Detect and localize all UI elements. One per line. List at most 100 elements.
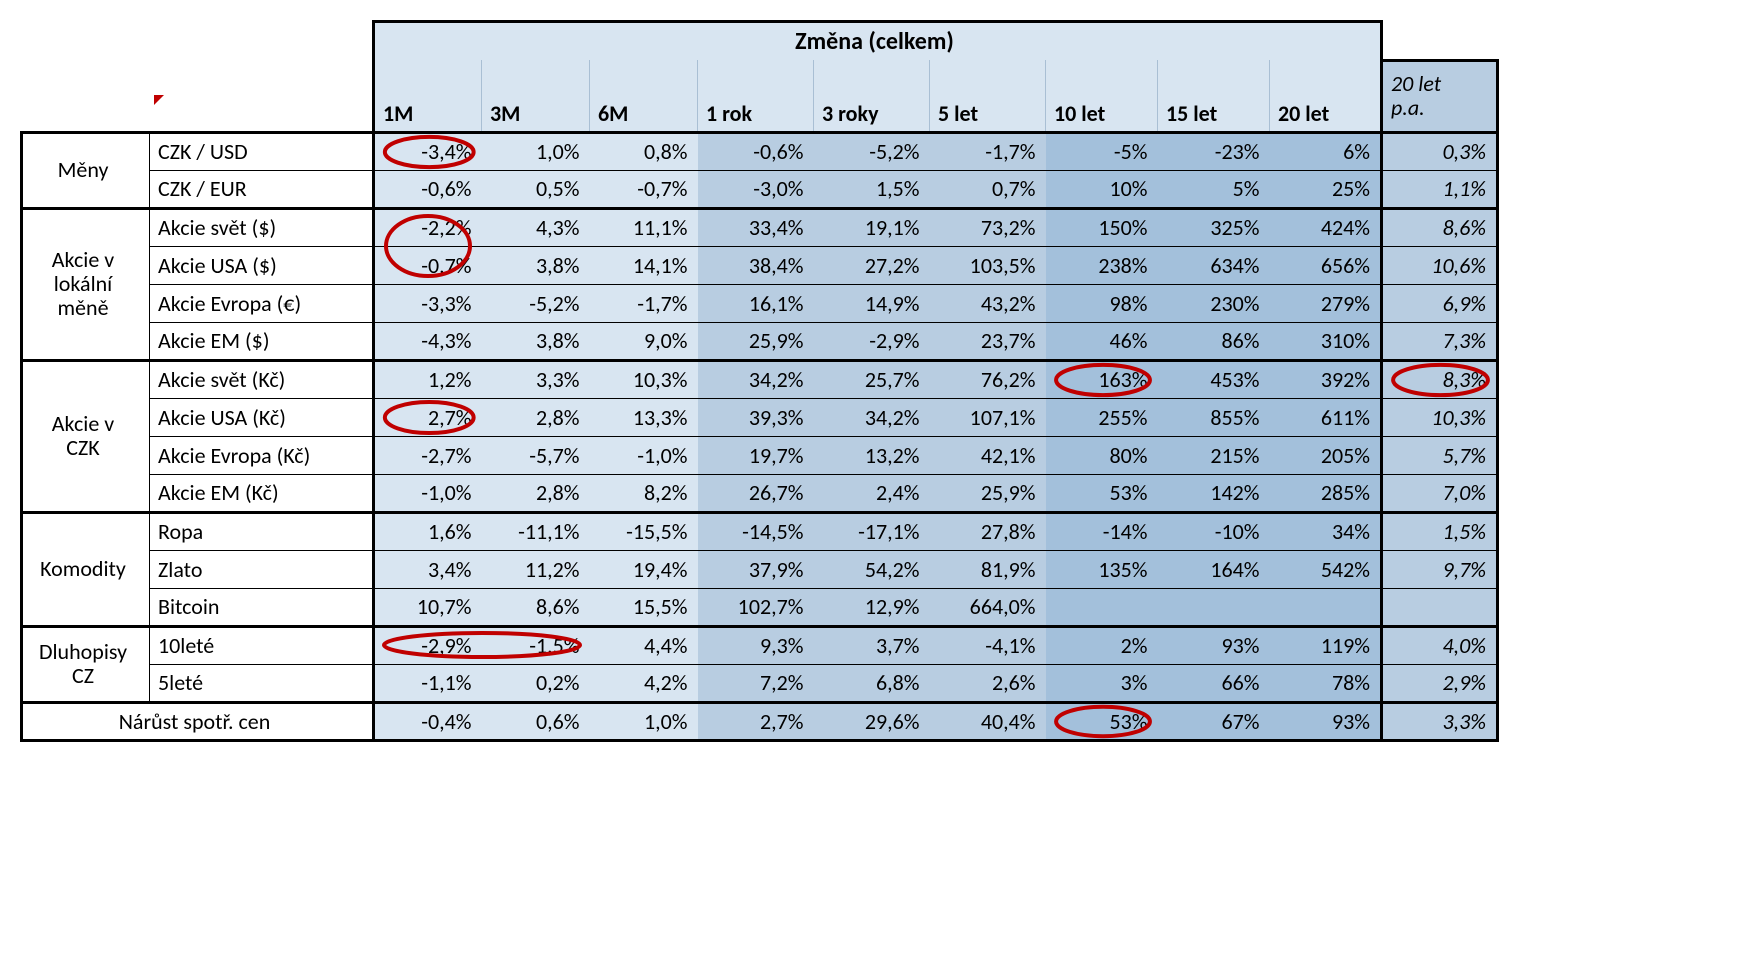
value-cell: 4,3% bbox=[482, 208, 590, 246]
category-cell: DluhopisyCZ bbox=[22, 626, 150, 702]
data-row: KomodityRopa1,6%-11,1%-15,5%-14,5%-17,1%… bbox=[22, 512, 1498, 550]
value-cell: 238% bbox=[1046, 246, 1158, 284]
value-cell: 1,6% bbox=[374, 512, 482, 550]
value-cell: 66% bbox=[1158, 664, 1270, 702]
value-cell: -0,7% bbox=[374, 246, 482, 284]
value-cell: 33,4% bbox=[698, 208, 814, 246]
subcategory-cell: Akcie USA ($) bbox=[150, 246, 374, 284]
value-cell: 13,3% bbox=[590, 398, 698, 436]
value-cell: 107,1% bbox=[930, 398, 1046, 436]
value-cell: 656% bbox=[1270, 246, 1382, 284]
value-cell: 634% bbox=[1158, 246, 1270, 284]
value-cell: 25,9% bbox=[930, 474, 1046, 512]
value-cell: 5,7% bbox=[1382, 436, 1498, 474]
value-cell: 14,9% bbox=[814, 284, 930, 322]
value-cell: 37,9% bbox=[698, 550, 814, 588]
value-cell: 119% bbox=[1270, 626, 1382, 664]
category-cell: Měny bbox=[22, 132, 150, 208]
value-cell: 98% bbox=[1046, 284, 1158, 322]
subcategory-cell: Akcie svět ($) bbox=[150, 208, 374, 246]
value-cell: 8,6% bbox=[1382, 208, 1498, 246]
data-row: Akcie vlokálníměněAkcie svět ($)-2,2%4,3… bbox=[22, 208, 1498, 246]
value-cell: 15,5% bbox=[590, 588, 698, 626]
value-cell: 10,6% bbox=[1382, 246, 1498, 284]
returns-table-inner: Změna (celkem)1M3M6M1 rok3 roky5 let10 l… bbox=[20, 20, 1499, 742]
value-cell: 102,7% bbox=[698, 588, 814, 626]
column-header: 5 let bbox=[930, 60, 1046, 132]
subcategory-cell: Akcie Evropa (Kč) bbox=[150, 436, 374, 474]
data-row: Akcie EM (Kč)-1,0%2,8%8,2%26,7%2,4%25,9%… bbox=[22, 474, 1498, 512]
value-cell: 34% bbox=[1270, 512, 1382, 550]
value-cell: 1,2% bbox=[374, 360, 482, 398]
value-cell: 0,3% bbox=[1382, 132, 1498, 170]
value-cell: -0,6% bbox=[698, 132, 814, 170]
value-cell: -3,3% bbox=[374, 284, 482, 322]
value-cell: 40,4% bbox=[930, 702, 1046, 740]
subcategory-cell: Bitcoin bbox=[150, 588, 374, 626]
data-row: Akcie USA ($)-0,7%3,8%14,1%38,4%27,2%103… bbox=[22, 246, 1498, 284]
value-cell: 7,2% bbox=[698, 664, 814, 702]
value-cell: 76,2% bbox=[930, 360, 1046, 398]
value-cell: 4,2% bbox=[590, 664, 698, 702]
value-cell: 9,3% bbox=[698, 626, 814, 664]
column-header: 15 let bbox=[1158, 60, 1270, 132]
data-row: Zlato3,4%11,2%19,4%37,9%54,2%81,9%135%16… bbox=[22, 550, 1498, 588]
footer-row: Nárůst spotř. cen-0,4%0,6%1,0%2,7%29,6%4… bbox=[22, 702, 1498, 740]
value-cell: 8,3% bbox=[1382, 360, 1498, 398]
value-cell: 11,2% bbox=[482, 550, 590, 588]
value-cell: 255% bbox=[1046, 398, 1158, 436]
value-cell: 23,7% bbox=[930, 322, 1046, 360]
value-cell: 42,1% bbox=[930, 436, 1046, 474]
value-cell: 2,7% bbox=[374, 398, 482, 436]
value-cell: 10% bbox=[1046, 170, 1158, 208]
header-row-cols: 1M3M6M1 rok3 roky5 let10 let15 let20 let… bbox=[22, 60, 1498, 132]
data-row: Akcie USA (Kč)2,7%2,8%13,3%39,3%34,2%107… bbox=[22, 398, 1498, 436]
value-cell: 0,5% bbox=[482, 170, 590, 208]
value-cell: -0,6% bbox=[374, 170, 482, 208]
value-cell: 13,2% bbox=[814, 436, 930, 474]
value-cell: 2,6% bbox=[930, 664, 1046, 702]
value-cell: -1,1% bbox=[374, 664, 482, 702]
value-cell: 9,0% bbox=[590, 322, 698, 360]
column-header: 3 roky bbox=[814, 60, 930, 132]
data-row: DluhopisyCZ10leté-2,9%-1,5%4,4%9,3%3,7%-… bbox=[22, 626, 1498, 664]
value-cell: 0,8% bbox=[590, 132, 698, 170]
value-cell: 2,8% bbox=[482, 398, 590, 436]
value-cell: 103,5% bbox=[930, 246, 1046, 284]
column-header: 10 let bbox=[1046, 60, 1158, 132]
value-cell: 6,8% bbox=[814, 664, 930, 702]
value-cell: 453% bbox=[1158, 360, 1270, 398]
top-header: Změna (celkem) bbox=[374, 22, 1382, 61]
value-cell: 9,7% bbox=[1382, 550, 1498, 588]
value-cell: 163% bbox=[1046, 360, 1158, 398]
value-cell: 1,5% bbox=[814, 170, 930, 208]
value-cell: 310% bbox=[1270, 322, 1382, 360]
value-cell: 2,9% bbox=[1382, 664, 1498, 702]
value-cell: 7,0% bbox=[1382, 474, 1498, 512]
value-cell: 16,1% bbox=[698, 284, 814, 322]
value-cell: -5,7% bbox=[482, 436, 590, 474]
data-row: Akcie Evropa (Kč)-2,7%-5,7%-1,0%19,7%13,… bbox=[22, 436, 1498, 474]
value-cell: -14% bbox=[1046, 512, 1158, 550]
header-row-top: Změna (celkem) bbox=[22, 22, 1498, 61]
value-cell: 1,5% bbox=[1382, 512, 1498, 550]
value-cell bbox=[1382, 588, 1498, 626]
value-cell: 3,7% bbox=[814, 626, 930, 664]
subcategory-cell: Zlato bbox=[150, 550, 374, 588]
data-row: CZK / EUR-0,6%0,5%-0,7%-3,0%1,5%0,7%10%5… bbox=[22, 170, 1498, 208]
value-cell: 67% bbox=[1158, 702, 1270, 740]
value-cell: -11,1% bbox=[482, 512, 590, 550]
value-cell: -17,1% bbox=[814, 512, 930, 550]
value-cell bbox=[1158, 588, 1270, 626]
value-cell: -4,1% bbox=[930, 626, 1046, 664]
data-row: Akcie vCZKAkcie svět (Kč)1,2%3,3%10,3%34… bbox=[22, 360, 1498, 398]
value-cell: 392% bbox=[1270, 360, 1382, 398]
subcategory-cell: Akcie USA (Kč) bbox=[150, 398, 374, 436]
value-cell: -1,0% bbox=[374, 474, 482, 512]
value-cell: 81,9% bbox=[930, 550, 1046, 588]
value-cell: 424% bbox=[1270, 208, 1382, 246]
data-row: Akcie Evropa (€)-3,3%-5,2%-1,7%16,1%14,9… bbox=[22, 284, 1498, 322]
value-cell: -3,0% bbox=[698, 170, 814, 208]
value-cell: 46% bbox=[1046, 322, 1158, 360]
value-cell: -2,9% bbox=[814, 322, 930, 360]
